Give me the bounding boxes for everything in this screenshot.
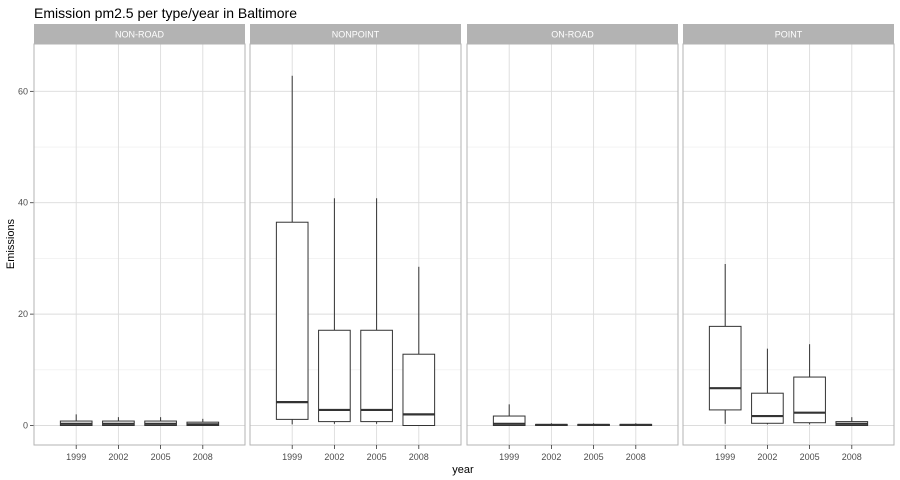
x-tick-label: 2005 bbox=[367, 452, 387, 462]
y-axis-title: Emissions bbox=[5, 218, 17, 269]
facet-strip bbox=[467, 24, 678, 44]
box-2005 bbox=[144, 417, 177, 427]
x-axis-title: year bbox=[452, 464, 474, 476]
box-2005 bbox=[793, 344, 826, 425]
box-2002 bbox=[102, 417, 135, 427]
facet-strip-label: POINT bbox=[775, 30, 803, 40]
x-tick-label: 2008 bbox=[626, 452, 646, 462]
box-2008 bbox=[619, 423, 653, 427]
box-iqr bbox=[275, 221, 309, 420]
box-iqr bbox=[360, 329, 393, 423]
box-2008 bbox=[835, 417, 869, 427]
panel-border bbox=[33, 43, 246, 446]
facet-strip bbox=[683, 24, 894, 44]
box-1999 bbox=[275, 75, 309, 425]
box-2002 bbox=[751, 348, 784, 425]
y-tick-label: 0 bbox=[23, 421, 28, 431]
y-tick-label: 40 bbox=[18, 198, 28, 208]
y-axis: 0 20 40 60 bbox=[18, 86, 34, 431]
x-tick-label: 2002 bbox=[541, 452, 561, 462]
x-tick-label: 2005 bbox=[151, 452, 171, 462]
box-2005 bbox=[360, 198, 393, 424]
facet-strip-label: NONPOINT bbox=[332, 30, 380, 40]
y-tick-label: 60 bbox=[18, 86, 28, 96]
facet-panels: NON-ROAD 1999 2002 2005 2008 NONPOINT 1999 2002… bbox=[33, 24, 895, 462]
panel-border bbox=[682, 43, 895, 446]
box-1999 bbox=[59, 414, 93, 427]
box-2002 bbox=[318, 198, 351, 424]
box-iqr bbox=[751, 392, 784, 424]
x-tick-label: 1999 bbox=[715, 452, 735, 462]
x-tick-label: 2002 bbox=[108, 452, 128, 462]
x-tick-label: 2008 bbox=[409, 452, 429, 462]
facet-panel-point: POINT 1999 2002 2005 2008 bbox=[682, 24, 895, 462]
x-tick-label: 1999 bbox=[499, 452, 519, 462]
y-tick-label: 20 bbox=[18, 309, 28, 319]
box-iqr bbox=[318, 329, 351, 423]
facet-strip bbox=[250, 24, 461, 44]
facet-strip bbox=[34, 24, 245, 44]
box-iqr bbox=[708, 325, 742, 411]
box-1999 bbox=[708, 263, 742, 424]
facet-panel-non-road: NON-ROAD 1999 2002 2005 2008 bbox=[33, 24, 246, 462]
box-2008 bbox=[402, 266, 436, 427]
x-tick-label: 2005 bbox=[584, 452, 604, 462]
facet-panel-on-road: ON-ROAD 1999 2002 2005 2008 bbox=[466, 24, 679, 462]
facet-strip-label: ON-ROAD bbox=[551, 30, 594, 40]
box-2005 bbox=[577, 423, 610, 427]
x-tick-label: 2008 bbox=[842, 452, 862, 462]
chart-title: Emission pm2.5 per type/year in Baltimor… bbox=[34, 5, 297, 21]
x-tick-label: 1999 bbox=[66, 452, 86, 462]
x-tick-label: 2002 bbox=[324, 452, 344, 462]
panel-border bbox=[466, 43, 679, 446]
box-1999 bbox=[492, 404, 526, 427]
box-iqr bbox=[793, 376, 826, 424]
box-iqr bbox=[492, 415, 526, 427]
panel-border bbox=[249, 43, 462, 446]
box-2008 bbox=[186, 418, 220, 427]
x-tick-label: 2005 bbox=[800, 452, 820, 462]
box-2002 bbox=[535, 423, 568, 427]
x-tick-label: 2008 bbox=[193, 452, 213, 462]
x-tick-label: 1999 bbox=[282, 452, 302, 462]
x-tick-label: 2002 bbox=[757, 452, 777, 462]
facet-panel-nonpoint: NONPOINT 1999 2002 2005 2008 bbox=[249, 24, 462, 462]
facet-strip-label: NON-ROAD bbox=[115, 30, 164, 40]
